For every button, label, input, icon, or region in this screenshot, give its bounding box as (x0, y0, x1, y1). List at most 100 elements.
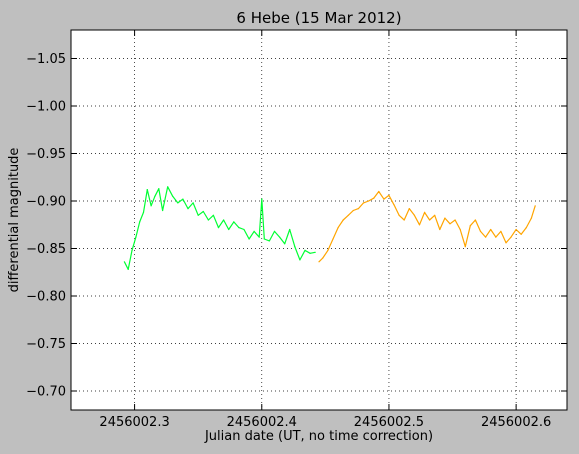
data-point (429, 219, 431, 221)
data-point (362, 202, 365, 204)
data-point (403, 219, 405, 221)
data-point (197, 214, 199, 216)
data-point (150, 205, 152, 207)
data-point (434, 214, 436, 216)
data-point (530, 217, 533, 219)
data-point (135, 236, 137, 238)
data-point (479, 230, 482, 232)
data-point (207, 219, 209, 221)
x-tick-label: 2456002.5 (354, 415, 424, 430)
data-point (444, 217, 446, 219)
data-point (495, 236, 497, 238)
y-tick-label: −1.05 (26, 52, 66, 67)
data-point (424, 211, 426, 213)
data-point (474, 219, 476, 221)
data-point (294, 246, 296, 248)
data-point (322, 257, 324, 259)
data-point (500, 230, 502, 232)
data-point (352, 209, 354, 212)
data-point (268, 240, 270, 242)
data-point (212, 214, 214, 216)
data-point (393, 204, 395, 206)
data-point (253, 230, 255, 232)
data-point (263, 238, 265, 240)
data-point (373, 197, 375, 199)
axis-ticks: 2456002.3 2456002.4 2456002.5 2456002.6 −0.7… (26, 30, 567, 430)
y-tick-label: −0.70 (26, 385, 66, 400)
series-line-1 (123, 186, 316, 270)
data-point (383, 198, 385, 200)
data-point (378, 190, 380, 193)
y-tick-label: −0.90 (26, 195, 66, 210)
data-point (418, 224, 421, 226)
data-point (284, 243, 286, 245)
data-point (342, 219, 344, 221)
data-point (142, 211, 145, 213)
data-point (123, 261, 125, 263)
data-point (454, 219, 456, 221)
data-point (127, 268, 129, 270)
data-point (273, 230, 276, 232)
y-tick-label: −0.80 (26, 290, 66, 305)
y-tick-label: −0.85 (26, 242, 66, 257)
data-point (182, 198, 184, 200)
chart-title: 6 Hebe (15 Mar 2012) (236, 9, 401, 27)
data-point (154, 195, 156, 197)
data-point (510, 236, 512, 238)
data-point (490, 228, 492, 231)
data-point (139, 221, 141, 223)
data-point (332, 238, 334, 240)
x-tick-label: 2456002.3 (99, 415, 169, 430)
data-point (520, 233, 522, 235)
data-point (202, 210, 204, 213)
y-tick-label: −1.00 (26, 100, 66, 115)
data-point (398, 214, 400, 216)
data-point (187, 208, 189, 210)
data-point (158, 188, 160, 190)
data-point (314, 251, 316, 253)
data-point (248, 238, 250, 240)
data-point (413, 214, 415, 216)
data-point (459, 228, 461, 231)
y-tick-label: −0.95 (26, 147, 66, 162)
data-point (217, 227, 220, 229)
data-point (177, 202, 179, 204)
data-point (347, 214, 349, 216)
data-point (357, 208, 359, 210)
data-point (368, 200, 370, 202)
data-point (299, 259, 301, 261)
x-tick-label: 2456002.6 (481, 415, 551, 430)
data-point (525, 227, 527, 229)
data-point (408, 208, 410, 210)
data-point (192, 202, 194, 204)
data-point (449, 223, 451, 225)
data-point (337, 227, 339, 229)
data-point (534, 205, 536, 207)
data-point (162, 209, 164, 212)
data-point (327, 249, 329, 251)
data-point (131, 249, 133, 251)
plot-area (71, 30, 567, 410)
data-point (289, 228, 291, 231)
data-point (485, 236, 487, 238)
data-series-group (123, 186, 536, 270)
data-point (469, 225, 471, 227)
data-point (279, 236, 281, 238)
data-point (223, 219, 225, 221)
data-point (464, 246, 466, 248)
y-axis-label: differential magnitude (7, 148, 22, 293)
data-point (243, 228, 245, 231)
data-point (238, 227, 240, 229)
plot-frame (70, 29, 568, 411)
x-tick-label: 2456002.4 (227, 415, 297, 430)
data-point (146, 189, 148, 191)
x-axis-label: Julian date (UT, no time correction) (204, 429, 433, 444)
data-point (388, 194, 390, 196)
data-point (258, 236, 260, 238)
series-line-2 (318, 190, 536, 263)
data-point (172, 195, 174, 197)
data-point (261, 198, 263, 200)
data-point (228, 228, 230, 231)
